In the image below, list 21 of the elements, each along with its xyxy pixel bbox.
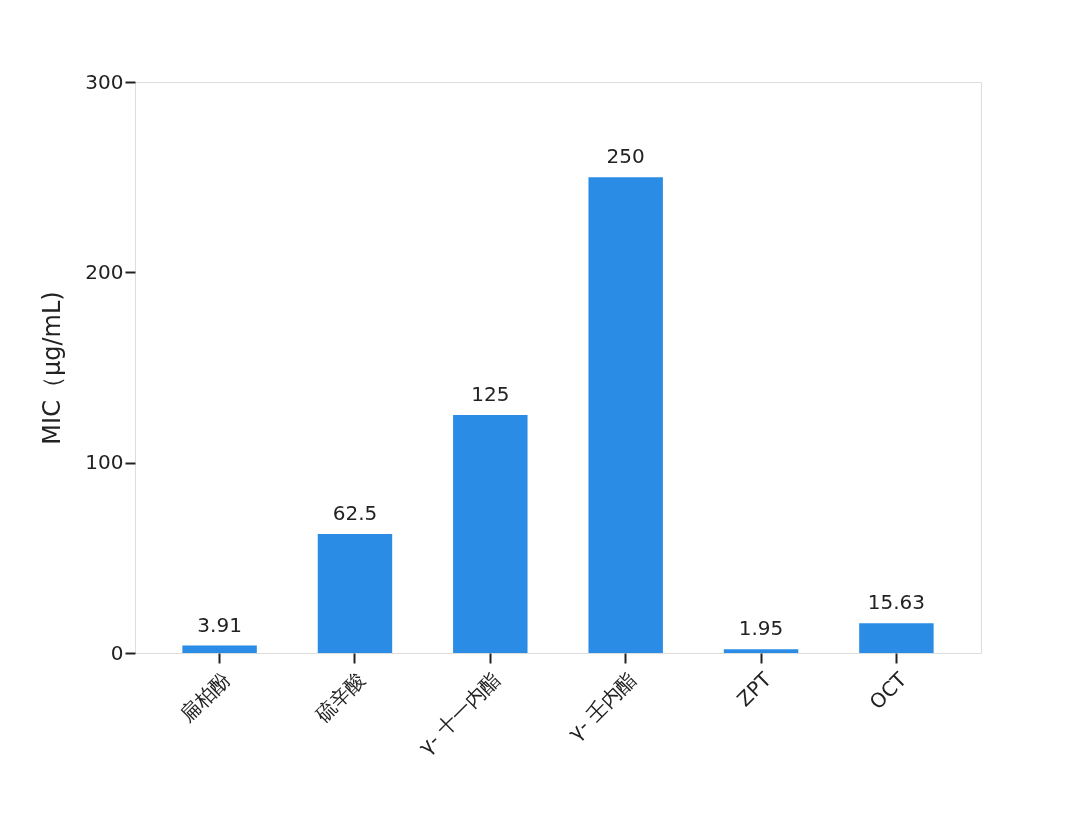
- bar: [723, 649, 799, 653]
- y-tick-label: 300: [85, 69, 124, 94]
- y-tick-label: 200: [85, 259, 124, 284]
- bar: [182, 645, 257, 653]
- data-label: 3.91: [197, 612, 242, 637]
- y-tick-label: 100: [85, 450, 124, 475]
- x-tick-label: 硫辛酸: [310, 667, 370, 727]
- bar: [317, 534, 393, 653]
- y-axis-title: MIC（μg/mL): [38, 291, 67, 445]
- data-label: 1.95: [738, 616, 784, 641]
- x-tick-label: γ- 壬内酯: [563, 667, 641, 745]
- data-label: 125: [471, 382, 510, 407]
- data-label: 62.5: [332, 501, 378, 526]
- y-tick-label: 0: [110, 640, 124, 665]
- x-tick-label: γ- 十一内酯: [413, 667, 506, 759]
- x-tick-label: 扁柏酚: [175, 667, 235, 727]
- bar: [453, 415, 528, 653]
- data-label: 250: [606, 144, 645, 169]
- data-label: 15.63: [867, 590, 926, 615]
- bar: [588, 177, 663, 653]
- bar: [859, 623, 934, 653]
